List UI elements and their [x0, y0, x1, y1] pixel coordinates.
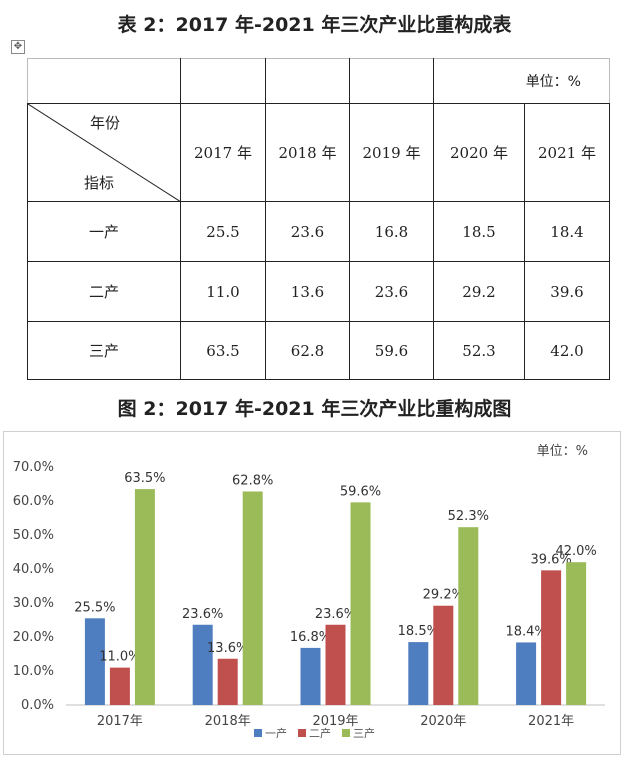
data-label: 18.5%	[398, 624, 439, 639]
table-move-handle-icon[interactable]: ✥	[11, 40, 25, 54]
table-cell: 63.5	[180, 321, 266, 380]
year-header-cell: 2017 年	[180, 103, 266, 202]
x-tick-label: 2021年	[528, 714, 574, 729]
table-cell: 59.6	[349, 321, 434, 380]
chart-legend: 一产 二产 三产	[254, 726, 375, 740]
y-tick-label: 20.0%	[13, 630, 54, 645]
table-diagonal-header: 年份 指标	[27, 103, 181, 202]
data-label: 42.0%	[555, 544, 596, 559]
row-label: 二产	[27, 261, 181, 322]
x-tick-label: 2020年	[420, 714, 466, 729]
y-tick-label: 70.0%	[13, 460, 54, 475]
bar	[566, 562, 587, 705]
bar	[408, 642, 429, 705]
y-axis: 0.0% 10.0% 20.0% 30.0% 40.0% 50.0% 60.0% 70.0%	[13, 460, 605, 713]
data-label: 59.6%	[340, 484, 381, 499]
table-row-tertiary: 三产 63.5 62.8 59.6 52.3 42.0	[27, 321, 610, 380]
data-label: 29.2%	[423, 588, 464, 603]
bar	[217, 658, 238, 705]
table-row-secondary: 二产 11.0 13.6 23.6 29.2 39.6	[27, 261, 610, 322]
row-label: 三产	[27, 321, 181, 380]
legend-swatch	[298, 729, 306, 737]
data-label: 23.6%	[315, 607, 356, 622]
table-cell: 11.0	[180, 261, 266, 322]
bar	[325, 624, 346, 705]
bar	[192, 624, 213, 705]
chart-unit-label: 单位：%	[537, 444, 588, 459]
legend-label: 二产	[309, 726, 331, 740]
table-cell: 29.2	[433, 261, 525, 322]
table-cell: 18.5	[433, 201, 525, 262]
legend-label: 一产	[265, 726, 287, 740]
data-label: 16.8%	[290, 630, 331, 645]
table-row-primary: 一产 25.5 23.6 16.8 18.5 18.4	[27, 201, 610, 262]
legend-swatch	[254, 729, 262, 737]
bars-group: 25.5% 11.0% 63.5% 23.6% 13.6% 62.8% 16.8% 23.6%…	[74, 471, 597, 705]
table-cell: 23.6	[349, 261, 434, 322]
bar	[433, 605, 454, 705]
data-label: 39.6%	[530, 552, 571, 567]
data-label: 13.6%	[207, 641, 248, 656]
table-cell: 42.0	[524, 321, 610, 380]
data-label: 18.4%	[505, 624, 546, 639]
data-label: 63.5%	[124, 471, 165, 486]
data-label: 23.6%	[182, 607, 223, 622]
table-cell: 52.3	[433, 321, 525, 380]
year-header-cell: 2021 年	[524, 103, 610, 202]
y-tick-label: 0.0%	[21, 698, 54, 713]
y-tick-label: 50.0%	[13, 528, 54, 543]
bar	[109, 667, 130, 705]
table-title: 表 2：2017 年-2021 年三次产业比重构成表	[117, 14, 512, 36]
x-tick-label: 2019年	[312, 714, 358, 729]
bar	[458, 527, 479, 705]
data-label: 62.8%	[232, 473, 273, 488]
row-label: 一产	[27, 201, 181, 262]
bar	[541, 570, 562, 705]
table-cell: 16.8	[349, 201, 434, 262]
legend-swatch	[342, 729, 350, 737]
bar	[84, 618, 105, 705]
table-cell: 62.8	[265, 321, 350, 380]
table-unit-row: 单位：%	[27, 58, 610, 104]
data-label: 11.0%	[99, 650, 140, 665]
legend-label: 三产	[353, 726, 375, 740]
table-unit-label: 单位：%	[433, 58, 610, 104]
bar	[134, 489, 155, 705]
y-tick-label: 60.0%	[13, 494, 54, 509]
table-header-row: 年份 指标 2017 年 2018 年 2019 年 2020 年 2021 年	[27, 103, 610, 202]
x-axis: 2017年 2018年 2019年 2020年 2021年	[97, 714, 574, 729]
y-tick-label: 30.0%	[13, 596, 54, 611]
bar	[242, 491, 263, 705]
data-label: 25.5%	[74, 600, 115, 615]
table-cell: 25.5	[180, 201, 266, 262]
data-label: 52.3%	[448, 509, 489, 524]
table-cell: 39.6	[524, 261, 610, 322]
bar	[350, 502, 371, 705]
x-tick-label: 2017年	[97, 714, 143, 729]
y-tick-label: 10.0%	[13, 664, 54, 679]
y-tick-label: 40.0%	[13, 562, 54, 577]
chart-title: 图 2：2017 年-2021 年三次产业比重构成图	[117, 398, 512, 420]
table-cell: 23.6	[265, 201, 350, 262]
x-tick-label: 2018年	[205, 714, 251, 729]
year-header-cell: 2018 年	[265, 103, 350, 202]
table-cell: 13.6	[265, 261, 350, 322]
header-year-label: 年份	[90, 114, 121, 132]
structure-table: 单位：% 年份 指标 2017 年 2018 年 2019 年 2020 年 2…	[27, 58, 610, 380]
year-header-cell: 2020 年	[433, 103, 525, 202]
header-indicator-label: 指标	[84, 174, 115, 192]
bar	[516, 642, 537, 705]
diagonal-line	[28, 104, 181, 202]
year-header-cell: 2019 年	[349, 103, 434, 202]
bar-chart: 单位：% 0.0% 10.0% 20.0% 30.0% 40.0% 50.0% 60.0% 7…	[13, 444, 605, 740]
bar	[300, 647, 321, 705]
table-cell: 18.4	[524, 201, 610, 262]
chart-frame	[3, 431, 621, 755]
